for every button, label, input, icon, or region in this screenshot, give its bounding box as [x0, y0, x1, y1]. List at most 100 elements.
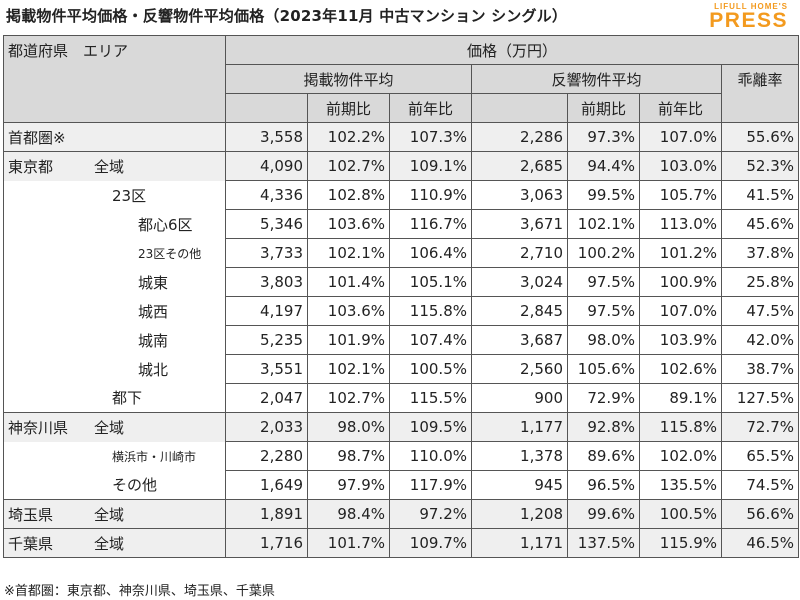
listed-mom-cell: 103.6%	[307, 296, 390, 326]
response-mom-cell: 102.1%	[567, 209, 640, 239]
header-listed-blank	[225, 93, 308, 123]
response-yoy-cell: 107.0%	[639, 122, 722, 152]
listed-avg-cell: 1,649	[225, 470, 308, 500]
region-cell: 都心6区	[3, 209, 226, 239]
response-avg-cell: 3,024	[471, 267, 568, 297]
table-row: 城東 3,803 101.4% 105.1% 3,024 97.5% 100.9% 25.8%	[3, 267, 800, 297]
region-cell: 都下	[3, 383, 226, 413]
region-cell: 横浜市・川崎市	[3, 441, 226, 471]
response-yoy-cell: 100.9%	[639, 267, 722, 297]
response-yoy-cell: 102.6%	[639, 354, 722, 384]
response-mom-cell: 99.5%	[567, 180, 640, 210]
prefecture-label: 埼玉県	[8, 505, 54, 524]
response-mom-cell: 96.5%	[567, 470, 640, 500]
listed-mom-cell: 101.9%	[307, 325, 390, 355]
footnote: ※首都圏：東京都、神奈川県、埼玉県、千葉県	[4, 584, 275, 599]
region-cell: 城西	[3, 296, 226, 326]
table-row: 都心6区 5,346 103.6% 116.7% 3,671 102.1% 113.0% 45…	[3, 209, 800, 239]
listed-mom-cell: 102.8%	[307, 180, 390, 210]
response-yoy-cell: 115.8%	[639, 412, 722, 442]
region-cell: 城北	[3, 354, 226, 384]
table-row: 横浜市・川崎市 2,280 98.7% 110.0% 1,378 89.6% 102.0% 6…	[3, 441, 800, 471]
listed-mom-cell: 102.7%	[307, 383, 390, 413]
response-avg-cell: 945	[471, 470, 568, 500]
response-avg-cell: 1,208	[471, 499, 568, 529]
response-mom-cell: 105.6%	[567, 354, 640, 384]
header-response-yoy: 前年比	[639, 93, 722, 123]
divergence-cell: 37.8%	[720, 238, 800, 268]
listed-mom-cell: 102.7%	[307, 151, 390, 181]
listed-yoy-cell: 110.0%	[389, 441, 472, 471]
response-mom-cell: 99.6%	[567, 499, 640, 529]
listed-avg-cell: 3,551	[225, 354, 308, 384]
brand-logo: LIFULL HOME'S PRESS	[668, 2, 788, 36]
listed-yoy-cell: 110.9%	[389, 180, 472, 210]
divergence-cell: 127.5%	[720, 383, 800, 413]
table-row: 千葉県 全域 1,716 101.7% 109.7% 1,171 137.5% 115.9% 4…	[3, 528, 800, 558]
table-row: 東京都 全域 4,090 102.7% 109.1% 2,685 94.4% 103.0% 52…	[3, 151, 800, 181]
table-row: その他 1,649 97.9% 117.9% 945 96.5% 135.5% 74.5%	[3, 470, 800, 500]
listed-avg-cell: 5,346	[225, 209, 308, 239]
listed-mom-cell: 102.1%	[307, 354, 390, 384]
price-table: 都道府県 エリア 価格（万円） 掲載物件平均 反響物件平均 乖離率 前期比 前年…	[3, 35, 800, 558]
header-response-mom: 前期比	[567, 93, 640, 123]
response-yoy-cell: 115.9%	[639, 528, 722, 558]
divergence-cell: 52.3%	[720, 151, 800, 181]
region-cell: その他	[3, 470, 226, 500]
divergence-cell: 41.5%	[720, 180, 800, 210]
listed-avg-cell: 2,280	[225, 441, 308, 471]
listed-avg-cell: 4,336	[225, 180, 308, 210]
response-mom-cell: 92.8%	[567, 412, 640, 442]
listed-yoy-cell: 109.5%	[389, 412, 472, 442]
area-label: 全域	[94, 505, 125, 524]
logo-top-text: LIFULL HOME'S	[714, 2, 788, 11]
area-label: 全域	[94, 534, 125, 553]
divergence-cell: 56.6%	[720, 499, 800, 529]
region-cell: 23区その他	[3, 238, 226, 268]
table-row: 23区その他 3,733 102.1% 106.4% 2,710 100.2% 101.2%…	[3, 238, 800, 268]
listed-mom-cell: 98.4%	[307, 499, 390, 529]
listed-mom-cell: 103.6%	[307, 209, 390, 239]
response-yoy-cell: 101.2%	[639, 238, 722, 268]
response-yoy-cell: 105.7%	[639, 180, 722, 210]
table-row: 城北 3,551 102.1% 100.5% 2,560 105.6% 102.6% 38.7…	[3, 354, 800, 384]
listed-yoy-cell: 109.7%	[389, 528, 472, 558]
response-yoy-cell: 135.5%	[639, 470, 722, 500]
listed-avg-cell: 2,047	[225, 383, 308, 413]
divergence-cell: 74.5%	[720, 470, 800, 500]
listed-avg-cell: 3,558	[225, 122, 308, 152]
response-avg-cell: 2,286	[471, 122, 568, 152]
prefecture-label: 神奈川県	[8, 418, 69, 437]
listed-mom-cell: 101.4%	[307, 267, 390, 297]
header-region: 都道府県 エリア	[3, 35, 226, 123]
header-divergence: 乖離率	[720, 64, 800, 123]
response-avg-cell: 2,560	[471, 354, 568, 384]
response-mom-cell: 94.4%	[567, 151, 640, 181]
table-row: 城南 5,235 101.9% 107.4% 3,687 98.0% 103.9% 42.0%	[3, 325, 800, 355]
listed-yoy-cell: 115.5%	[389, 383, 472, 413]
listed-avg-cell: 1,891	[225, 499, 308, 529]
response-yoy-cell: 102.0%	[639, 441, 722, 471]
divergence-cell: 72.7%	[720, 412, 800, 442]
listed-avg-cell: 4,197	[225, 296, 308, 326]
listed-avg-cell: 3,803	[225, 267, 308, 297]
table-row: 埼玉県 全域 1,891 98.4% 97.2% 1,208 99.6% 100.5% 56.6…	[3, 499, 800, 529]
area-label: 全域	[94, 418, 125, 437]
divergence-cell: 38.7%	[720, 354, 800, 384]
prefecture-label: 千葉県	[8, 534, 54, 553]
header-response-avg: 反響物件平均	[471, 64, 722, 94]
response-yoy-cell: 103.0%	[639, 151, 722, 181]
divergence-cell: 46.5%	[720, 528, 800, 558]
response-yoy-cell: 89.1%	[639, 383, 722, 413]
response-yoy-cell: 113.0%	[639, 209, 722, 239]
region-cell: 城東	[3, 267, 226, 297]
logo-bottom-text: PRESS	[709, 9, 788, 32]
divergence-cell: 45.6%	[720, 209, 800, 239]
response-avg-cell: 3,063	[471, 180, 568, 210]
response-mom-cell: 97.5%	[567, 296, 640, 326]
divergence-cell: 25.8%	[720, 267, 800, 297]
table-row: 都下 2,047 102.7% 115.5% 900 72.9% 89.1% 127.5%	[3, 383, 800, 413]
divergence-cell: 42.0%	[720, 325, 800, 355]
region-cell: 神奈川県 全域	[3, 412, 226, 442]
response-yoy-cell: 103.9%	[639, 325, 722, 355]
